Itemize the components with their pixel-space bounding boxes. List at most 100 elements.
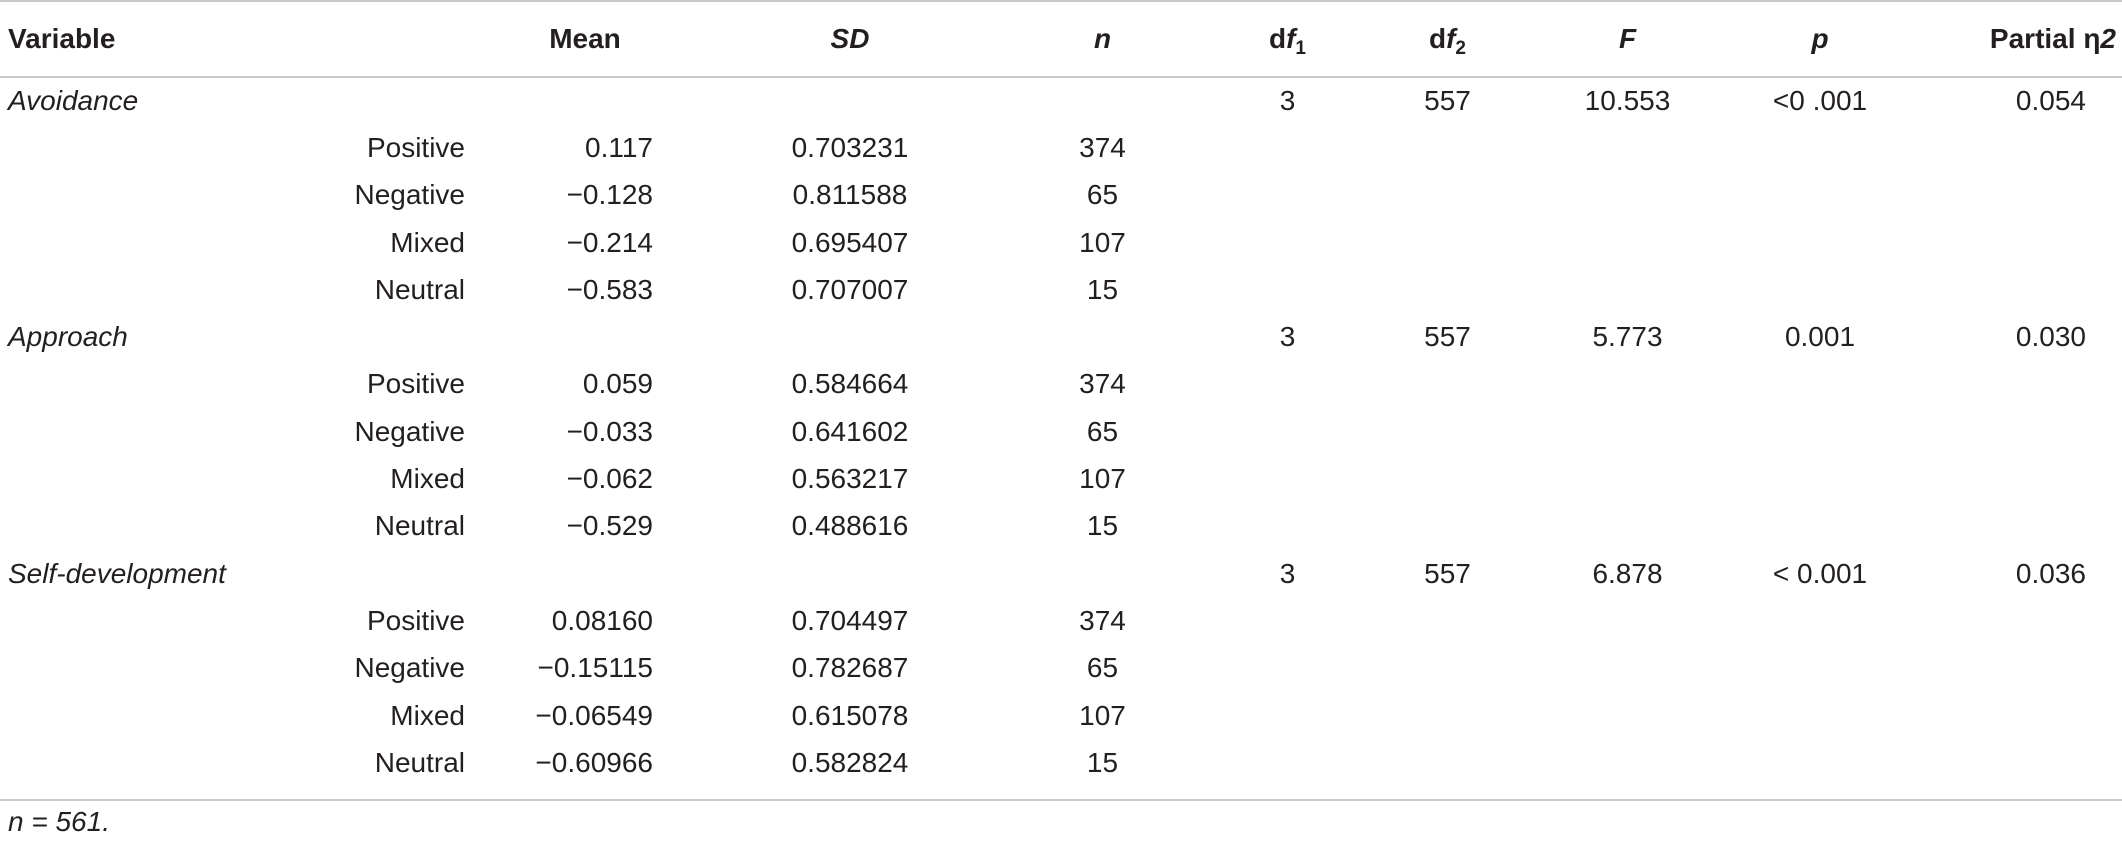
table-footnote: n = 561.: [8, 806, 110, 837]
cell-eta-empty: [1915, 597, 2122, 644]
cell-df1-empty: [1210, 455, 1365, 502]
table-row: Negative −0.033 0.641602 65: [0, 408, 2122, 455]
header-df2-main: d: [1428, 23, 1447, 54]
cell-df2-empty: [1365, 739, 1530, 786]
cell-df2-empty: [1365, 455, 1530, 502]
cell-indent: [0, 361, 320, 408]
cell-mean: −0.529: [566, 510, 653, 542]
cell-mean: −0.60966: [535, 746, 653, 778]
cell-n: 374: [1079, 131, 1126, 163]
anova-table: Variable Mean SD n df1 df2 F p Partial η…: [0, 0, 2122, 802]
cell-df1-empty: [1210, 219, 1365, 266]
header-df1-main: d: [1268, 23, 1287, 54]
cell-mean: −0.583: [566, 273, 653, 305]
cell-indent: [0, 266, 320, 313]
table-row-variable: Self-development 3 557 6.878 < 0.001 0.036: [0, 550, 2122, 597]
cell-n: 374: [1079, 604, 1126, 636]
header-eta-prefix: Partial: [1989, 23, 2084, 54]
cell-p-empty: [1725, 172, 1915, 219]
cell-sd-empty: [705, 313, 995, 360]
cell-n: 107: [1079, 463, 1126, 495]
header-p: p: [1725, 0, 1915, 78]
cell-mean: −0.06549: [535, 699, 653, 731]
cell-f-empty: [1530, 361, 1725, 408]
cell-sd: 0.488616: [791, 510, 909, 542]
header-df2-sub: 2: [1455, 38, 1466, 59]
cell-df2: 557: [1424, 557, 1471, 589]
cell-sd: 0.641602: [791, 415, 909, 447]
header-df1: df1: [1210, 0, 1365, 78]
cell-f-empty: [1530, 172, 1725, 219]
cell-sd-empty: [705, 77, 995, 124]
variable-name: Approach: [8, 321, 128, 353]
table-row-variable: Approach 3 557 5.773 0.001 0.030: [0, 313, 2122, 360]
cell-mean: −0.062: [566, 463, 653, 495]
cell-f-empty: [1530, 219, 1725, 266]
cell-indent: [0, 124, 320, 171]
table-header: Variable Mean SD n df1 df2 F p Partial η…: [0, 0, 2122, 78]
header-partial-eta: Partial η2: [1915, 0, 2122, 78]
cell-sd: 0.695407: [791, 226, 909, 258]
cell-sd: 0.707007: [791, 273, 909, 305]
cell-indent: [0, 455, 320, 502]
cell-df2-empty: [1365, 219, 1530, 266]
cell-p-empty: [1725, 503, 1915, 550]
cell-p-empty: [1725, 692, 1915, 739]
cell-df1-empty: [1210, 645, 1365, 692]
cell-indent: [0, 597, 320, 644]
cell-df2-empty: [1365, 172, 1530, 219]
cell-mean: 0.08160: [551, 604, 653, 636]
cell-sd: 0.584664: [791, 368, 909, 400]
cell-f: 10.553: [1584, 85, 1671, 117]
cell-eta-empty: [1915, 645, 2122, 692]
cell-df1-empty: [1210, 361, 1365, 408]
cell-df2-empty: [1365, 597, 1530, 644]
cell-n-empty: [995, 313, 1210, 360]
table-row: Positive 0.059 0.584664 374: [0, 361, 2122, 408]
cell-sd: 0.615078: [791, 699, 909, 731]
cell-p-empty: [1725, 408, 1915, 455]
cell-group: Mixed: [390, 463, 465, 495]
cell-n: 65: [1086, 415, 1119, 447]
cell-group: Mixed: [390, 699, 465, 731]
cell-df2-empty: [1365, 692, 1530, 739]
table-body: Avoidance 3 557 10.553 <0 .001 0.054 Positive 0…: [0, 77, 2122, 802]
cell-n: 374: [1079, 368, 1126, 400]
cell-sd: 0.563217: [791, 463, 909, 495]
header-mean: Mean: [465, 0, 705, 78]
cell-mean-empty: [465, 550, 705, 597]
cell-indent: [0, 645, 320, 692]
anova-table-container: Variable Mean SD n df1 df2 F p Partial η…: [0, 0, 2122, 802]
header-df2: df2: [1365, 0, 1530, 78]
cell-group: Mixed: [390, 226, 465, 258]
cell-eta-empty: [1915, 503, 2122, 550]
table-row-variable: Avoidance 3 557 10.553 <0 .001 0.054: [0, 77, 2122, 124]
bottom-rule-cell: [0, 786, 2122, 802]
table-row: Positive 0.117 0.703231 374: [0, 124, 2122, 171]
cell-p-empty: [1725, 266, 1915, 313]
cell-df1-empty: [1210, 172, 1365, 219]
cell-f-empty: [1530, 124, 1725, 171]
cell-indent: [0, 172, 320, 219]
cell-n: 65: [1086, 179, 1119, 211]
cell-group: Neutral: [374, 273, 465, 305]
cell-group: Positive: [366, 368, 465, 400]
table-row: Positive 0.08160 0.704497 374: [0, 597, 2122, 644]
cell-sd: 0.811588: [792, 179, 908, 211]
header-variable: Variable: [0, 0, 465, 78]
cell-f: 5.773: [1592, 321, 1663, 353]
cell-mean: 0.117: [585, 131, 653, 163]
table-row: Neutral −0.583 0.707007 15: [0, 266, 2122, 313]
cell-indent: [0, 408, 320, 455]
cell-p-empty: [1725, 455, 1915, 502]
cell-f-empty: [1530, 692, 1725, 739]
cell-f-empty: [1530, 408, 1725, 455]
cell-mean: −0.033: [566, 415, 653, 447]
cell-df1-empty: [1210, 597, 1365, 644]
variable-name: Avoidance: [8, 85, 139, 117]
cell-df2-empty: [1365, 124, 1530, 171]
cell-df2-empty: [1365, 645, 1530, 692]
cell-p: < 0.001: [1772, 557, 1868, 589]
cell-mean: 0.059: [582, 368, 653, 400]
cell-indent: [0, 503, 320, 550]
